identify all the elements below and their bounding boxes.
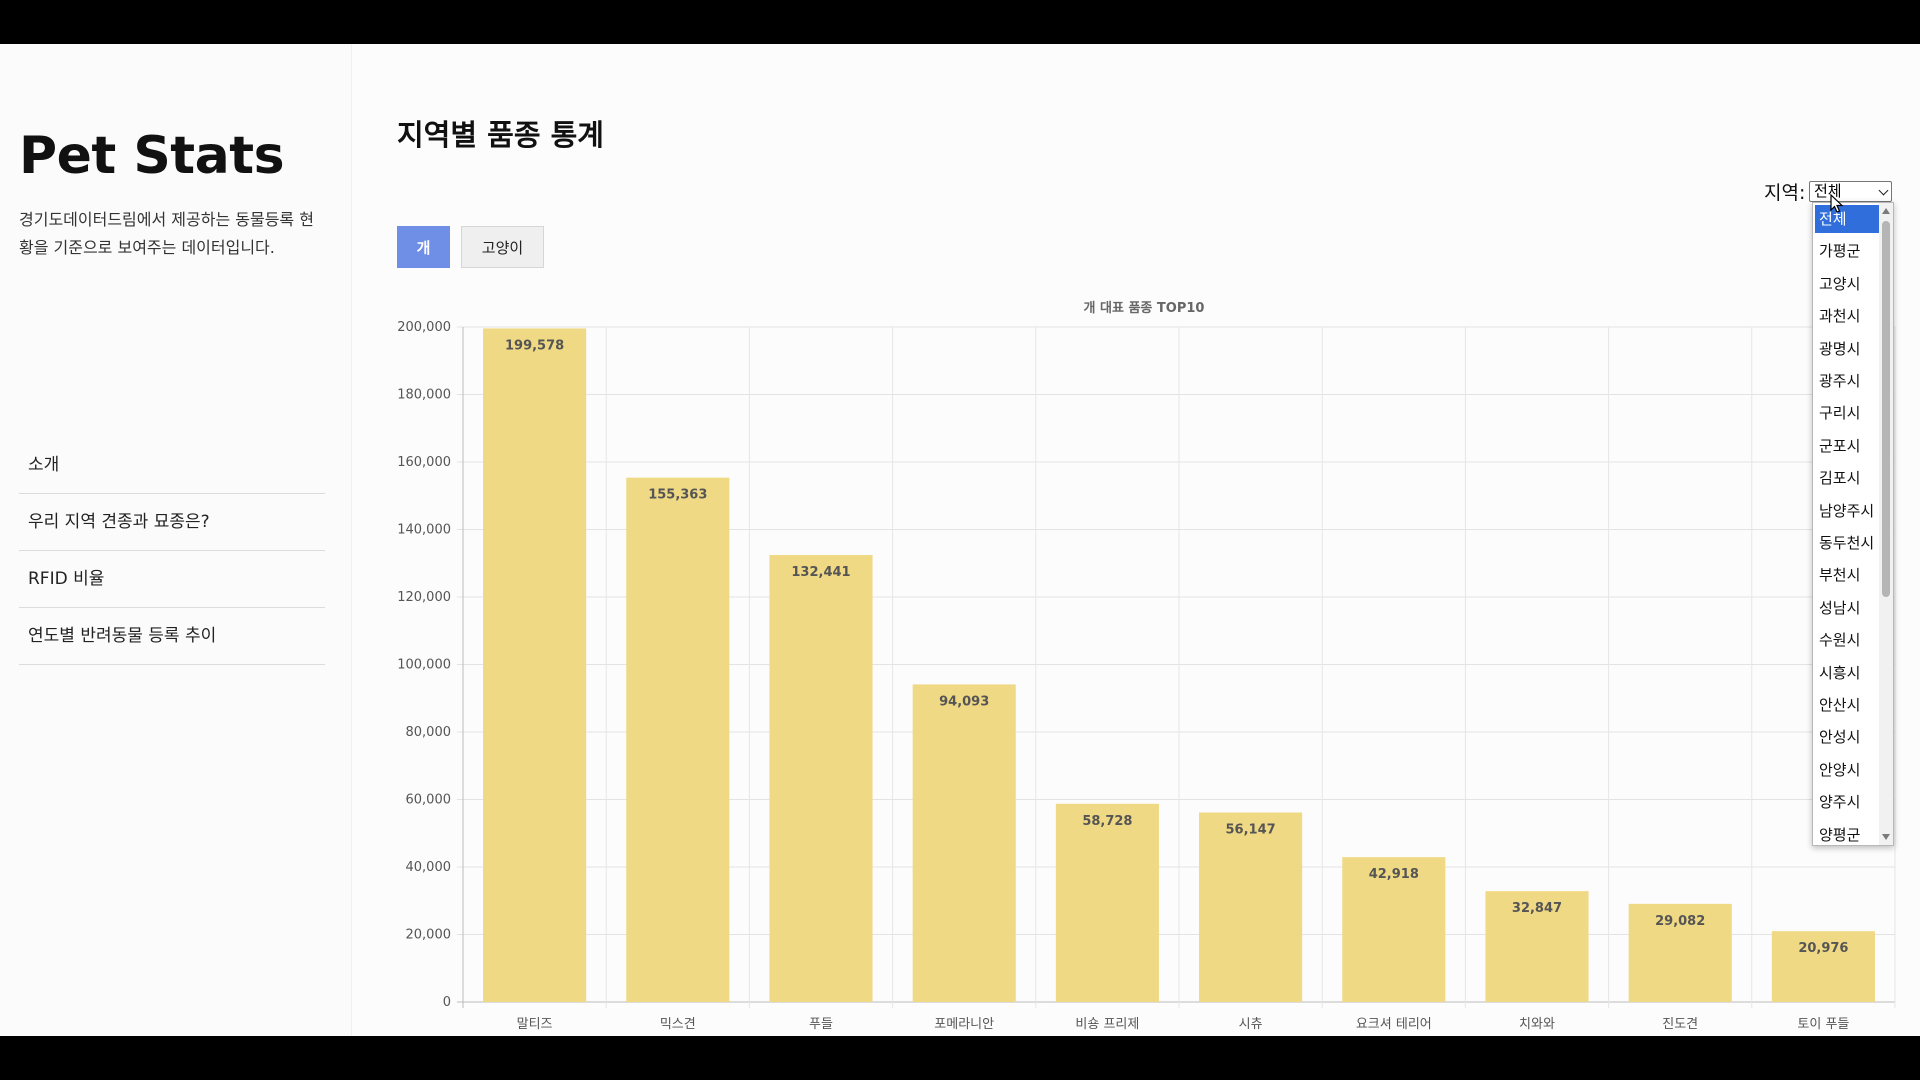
main-content: 지역별 품종 통계 지역: 전체 개 고양이 개 대표 품종 TOP10 0 20… xyxy=(352,44,1920,1036)
scroll-down-arrow-icon[interactable] xyxy=(1882,834,1890,840)
dropdown-option[interactable]: 성남시 xyxy=(1819,598,1861,617)
page-title: 지역별 품종 통계 xyxy=(397,118,604,152)
bar[interactable] xyxy=(483,328,587,1002)
nav-item-yearly-trend[interactable]: 연도별 반려동물 등록 추이 xyxy=(19,608,325,665)
x-tick-label: 믹스견 xyxy=(660,1017,696,1032)
sidebar: Pet Stats 경기도데이터드림에서 제공하는 동물등록 현황을 기준으로 … xyxy=(0,44,352,1036)
dropdown-option[interactable]: 군포시 xyxy=(1819,436,1861,455)
y-tick-label: 100,000 xyxy=(397,658,451,673)
app-title: Pet Stats xyxy=(19,126,285,186)
nav-item-intro[interactable]: 소개 xyxy=(19,437,325,494)
bar[interactable] xyxy=(1628,903,1732,1002)
bar[interactable] xyxy=(1199,812,1303,1002)
bar[interactable] xyxy=(1485,891,1589,1002)
nav-item-breeds[interactable]: 우리 지역 견종과 묘종은? xyxy=(19,494,325,551)
y-tick-label: 20,000 xyxy=(406,928,452,943)
chart-bars xyxy=(483,328,1875,1002)
bar-chart: 개 대표 품종 TOP10 0 20,000 40,000 60,000 80,000 1… xyxy=(397,301,1896,1032)
browser-viewport: Pet Stats 경기도데이터드림에서 제공하는 동물등록 현황을 기준으로 … xyxy=(0,44,1920,1036)
dropdown-option[interactable]: 고양시 xyxy=(1819,274,1861,293)
tab-dog[interactable]: 개 xyxy=(397,226,450,268)
dropdown-scrollbar[interactable] xyxy=(1879,203,1893,845)
x-tick-label: 요크셔 테리어 xyxy=(1356,1017,1432,1032)
scroll-up-arrow-icon[interactable] xyxy=(1882,208,1890,214)
dropdown-option[interactable]: 남양주시 xyxy=(1819,501,1875,520)
data-label: 42,918 xyxy=(1369,867,1419,882)
dropdown-option[interactable]: 전체 xyxy=(1815,205,1879,233)
app-description: 경기도데이터드림에서 제공하는 동물등록 현황을 기준으로 보여주는 데이터입니… xyxy=(19,210,314,257)
chart-labels: 0 20,000 40,000 60,000 80,000 100,000 120,000 1… xyxy=(397,320,1849,1032)
dropdown-option[interactable]: 안성시 xyxy=(1819,728,1861,747)
dropdown-option[interactable]: 광명시 xyxy=(1819,339,1861,358)
x-tick-label: 말티즈 xyxy=(517,1017,553,1032)
dropdown-option[interactable]: 동두천시 xyxy=(1819,534,1875,552)
x-tick-label: 토이 푸들 xyxy=(1797,1017,1849,1032)
y-tick-label: 200,000 xyxy=(397,320,451,335)
dropdown-option[interactable]: 과천시 xyxy=(1819,307,1861,326)
y-tick-label: 80,000 xyxy=(406,725,452,740)
data-label: 132,441 xyxy=(791,565,850,580)
x-tick-label: 비숑 프리제 xyxy=(1075,1017,1139,1032)
x-tick-label: 진도견 xyxy=(1662,1017,1698,1032)
dropdown-option[interactable]: 부천시 xyxy=(1819,566,1861,585)
region-select-value: 전체 xyxy=(1814,182,1842,200)
dropdown-option[interactable]: 수원시 xyxy=(1819,631,1861,650)
region-select[interactable]: 전체 xyxy=(1809,181,1892,202)
dropdown-option[interactable]: 광주시 xyxy=(1819,372,1861,390)
scrollbar-thumb[interactable] xyxy=(1882,221,1890,597)
y-tick-label: 60,000 xyxy=(406,793,452,808)
y-tick-label: 180,000 xyxy=(397,388,451,403)
dropdown-option[interactable]: 시흥시 xyxy=(1819,663,1861,682)
y-tick-label: 40,000 xyxy=(406,860,452,875)
data-label: 32,847 xyxy=(1512,901,1562,916)
y-tick-label: 0 xyxy=(443,995,451,1010)
x-tick-label: 시츄 xyxy=(1239,1017,1263,1032)
y-tick-label: 160,000 xyxy=(397,455,451,470)
tab-cat[interactable]: 고양이 xyxy=(461,226,544,268)
dropdown-option[interactable]: 김포시 xyxy=(1819,469,1861,488)
bar[interactable] xyxy=(626,477,730,1002)
bar[interactable] xyxy=(1771,931,1875,1002)
dropdown-option[interactable]: 양주시 xyxy=(1819,793,1861,812)
dropdown-option[interactable]: 안양시 xyxy=(1819,760,1861,779)
bar[interactable] xyxy=(1342,857,1446,1002)
dropdown-option[interactable]: 가평군 xyxy=(1819,242,1861,261)
region-label: 지역: xyxy=(1764,182,1806,204)
y-tick-label: 120,000 xyxy=(397,590,451,605)
bar[interactable] xyxy=(912,684,1016,1002)
nav-menu: 소개 우리 지역 견종과 묘종은? RFID 비율 연도별 반려동물 등록 추이 xyxy=(19,437,325,665)
data-label: 58,728 xyxy=(1082,814,1132,829)
data-label: 94,093 xyxy=(939,694,989,709)
x-tick-label: 치와와 xyxy=(1519,1017,1555,1032)
bar[interactable] xyxy=(769,555,873,1002)
data-label: 20,976 xyxy=(1798,941,1848,956)
mouse-cursor-icon xyxy=(1830,194,1844,213)
dropdown-option[interactable]: 안산시 xyxy=(1819,696,1861,714)
region-dropdown-list[interactable]: 양평군 양주시 안양시 안성시 안산시 시흥시 수원시 성남시 부천시 동두천시 남양주시 김포시 군포… xyxy=(1812,202,1894,846)
x-tick-label: 포메라니안 xyxy=(934,1017,994,1032)
data-label: 155,363 xyxy=(648,488,707,503)
nav-item-rfid[interactable]: RFID 비율 xyxy=(19,551,325,608)
bar[interactable] xyxy=(1055,803,1159,1002)
chart-title: 개 대표 품종 TOP10 xyxy=(1084,301,1205,316)
dropdown-option[interactable]: 양평군 xyxy=(1819,825,1861,844)
y-tick-label: 140,000 xyxy=(397,523,451,538)
x-tick-label: 푸들 xyxy=(809,1017,833,1032)
data-label: 199,578 xyxy=(505,338,564,353)
data-label: 29,082 xyxy=(1655,914,1705,929)
data-label: 56,147 xyxy=(1226,823,1276,838)
dropdown-option[interactable]: 구리시 xyxy=(1819,404,1861,423)
